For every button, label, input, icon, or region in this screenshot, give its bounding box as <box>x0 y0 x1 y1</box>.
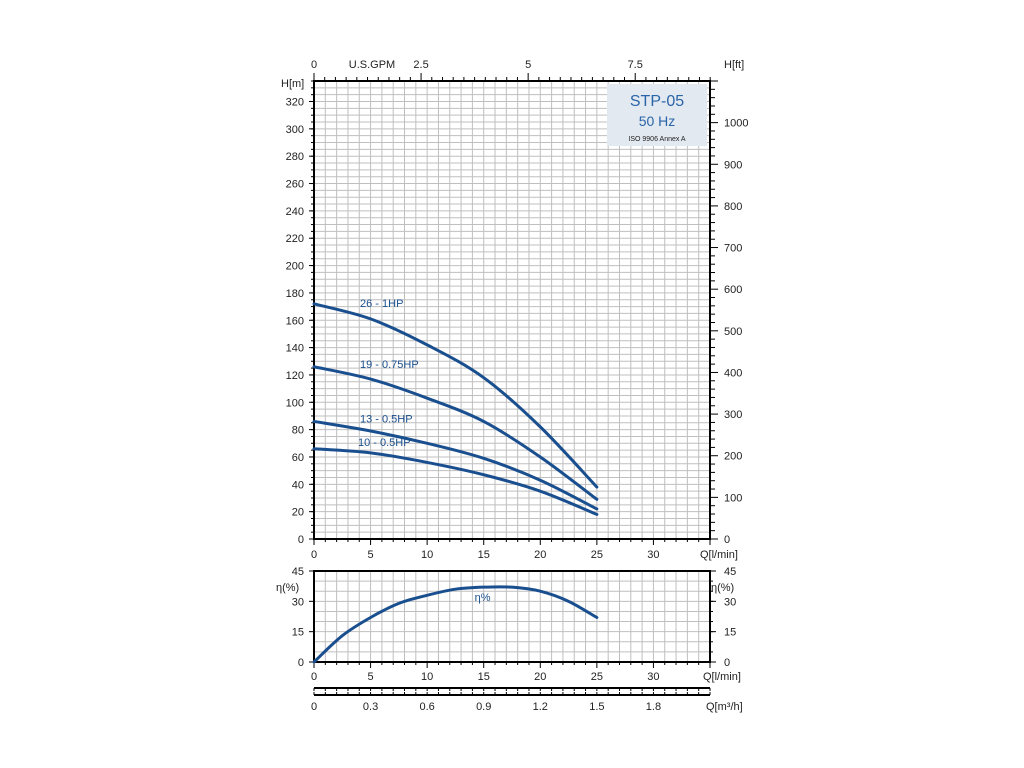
title-box-background <box>607 84 707 146</box>
eff-y2-tick-label: 45 <box>724 566 736 578</box>
title-box: STP-05 50 Hz ISO 9906 Annex A <box>607 84 707 146</box>
efficiency-series-label: η% <box>475 592 491 604</box>
top-tick-label: 7.5 <box>628 59 643 71</box>
y-tick-label: 160 <box>286 315 304 327</box>
m3h-tick-label: 1.8 <box>646 701 661 713</box>
chart-note: ISO 9906 Annex A <box>628 136 686 143</box>
efficiency-plot-frame <box>313 570 711 663</box>
x-tick-label: 10 <box>421 549 433 561</box>
top-tick-label: 5 <box>525 59 531 71</box>
y2-tick-label: 800 <box>724 201 742 213</box>
efficiency-right-axis: 0 15 30 45 η(%) <box>710 566 736 669</box>
eff-y-tick-label: 45 <box>292 566 304 578</box>
eff-y-tick-label: 30 <box>292 596 304 608</box>
eff-x-tick-label: 20 <box>534 671 546 683</box>
top-axis-label: U.S.GPM <box>349 59 395 71</box>
x-tick-label: 25 <box>591 549 603 561</box>
efficiency-left-axis: 0 15 30 45 η(%) <box>276 566 314 669</box>
efficiency-curve: η% <box>312 585 599 664</box>
head-curve-series <box>312 447 599 516</box>
y-axis-label: H[m] <box>281 78 304 90</box>
y-tick-label: 260 <box>286 179 304 191</box>
eff-x-axis-label: Q[l/min] <box>703 671 741 683</box>
head-left-axis: 0 20 40 60 80 100 120 140 160 180 200 220 240 260 280 3… <box>281 78 314 546</box>
head-plot-frame <box>313 80 711 540</box>
m3h-tick-label: 0.3 <box>363 701 378 713</box>
eff-x-tick-label: 5 <box>368 671 374 683</box>
y-tick-label: 120 <box>286 370 304 382</box>
series-label: 10 - 0.5HP <box>358 437 411 449</box>
y2-tick-label: 400 <box>724 367 742 379</box>
eff-x-tick-label: 15 <box>478 671 490 683</box>
y-tick-label: 180 <box>286 288 304 300</box>
head-curves: 26 - 1HP 19 - 0.75HP 13 - 0.5HP 10 - 0.5HP <box>312 298 599 516</box>
y-tick-label: 60 <box>292 452 304 464</box>
eff-y2-axis-label: η(%) <box>711 582 734 594</box>
y-tick-label: 80 <box>292 425 304 437</box>
y-tick-label: 280 <box>286 151 304 163</box>
eff-y-tick-label: 15 <box>292 627 304 639</box>
eff-x-tick-label: 10 <box>421 671 433 683</box>
y2-tick-label: 300 <box>724 409 742 421</box>
m3h-tick-label: 0 <box>311 701 317 713</box>
y-tick-label: 20 <box>292 507 304 519</box>
chart-title: STP-05 <box>630 93 684 110</box>
efficiency-curve-series <box>312 585 599 664</box>
y-tick-label: 100 <box>286 397 304 409</box>
top-tick-label: 2.5 <box>413 59 428 71</box>
m3h-tick-label: 1.5 <box>589 701 604 713</box>
y2-tick-label: 700 <box>724 243 742 255</box>
top-gpm-axis: 0 2.5 5 7.5 U.S.GPM <box>311 59 711 81</box>
series-label: 19 - 0.75HP <box>360 359 419 371</box>
y-tick-label: 200 <box>286 261 304 273</box>
y-tick-label: 220 <box>286 233 304 245</box>
eff-y2-tick-label: 30 <box>724 596 736 608</box>
head-right-axis: 0 100 200 300 400 500 600 700 800 900 1000 H[ft] <box>710 59 748 546</box>
head-curve-series <box>312 419 599 511</box>
head-curve-series <box>312 302 599 489</box>
x-tick-label: 5 <box>368 549 374 561</box>
y2-tick-label: 600 <box>724 284 742 296</box>
eff-y2-tick-label: 0 <box>724 657 730 669</box>
x-tick-label: 30 <box>647 549 659 561</box>
m3h-tick-label: 0.9 <box>476 701 491 713</box>
series-label: 13 - 0.5HP <box>360 414 413 426</box>
y2-tick-label: 900 <box>724 159 742 171</box>
y-tick-label: 40 <box>292 479 304 491</box>
m3h-axis-label: Q[m³/h] <box>706 701 743 713</box>
head-x-axis: 0 5 10 15 20 25 30 Q[l/min] <box>311 539 738 561</box>
x-axis-label: Q[l/min] <box>700 549 738 561</box>
eff-x-tick-label: 0 <box>311 671 317 683</box>
y-tick-label: 240 <box>286 206 304 218</box>
eff-y-axis-label: η(%) <box>276 582 299 594</box>
y2-tick-label: 100 <box>724 492 742 504</box>
head-curve-series <box>312 365 599 501</box>
flow-m3h-axis: 0 0.3 0.6 0.9 1.2 1.5 1.8 Q[m³/h] <box>311 688 743 713</box>
eff-x-tick-label: 30 <box>647 671 659 683</box>
y2-tick-label: 0 <box>724 534 730 546</box>
x-tick-label: 20 <box>534 549 546 561</box>
y2-tick-label: 200 <box>724 451 742 463</box>
y2-axis-label: H[ft] <box>724 59 744 71</box>
efficiency-x-axis: 0 5 10 15 20 25 30 Q[l/min] <box>311 662 741 683</box>
series-label: 26 - 1HP <box>360 298 403 310</box>
eff-x-tick-label: 25 <box>591 671 603 683</box>
m3h-tick-label: 1.2 <box>533 701 548 713</box>
top-tick-label: 0 <box>311 59 317 71</box>
x-tick-label: 15 <box>478 549 490 561</box>
m3h-tick-label: 0.6 <box>419 701 434 713</box>
grid-lines <box>313 80 711 663</box>
y-tick-label: 140 <box>286 343 304 355</box>
y2-tick-label: 500 <box>724 326 742 338</box>
chart-subtitle: 50 Hz <box>639 113 676 129</box>
eff-y2-tick-label: 15 <box>724 627 736 639</box>
x-tick-label: 0 <box>311 549 317 561</box>
eff-y-tick-label: 0 <box>298 657 304 669</box>
y2-tick-label: 1000 <box>724 118 748 130</box>
y-tick-label: 320 <box>286 97 304 109</box>
y-tick-label: 300 <box>286 124 304 136</box>
y-tick-label: 0 <box>298 534 304 546</box>
